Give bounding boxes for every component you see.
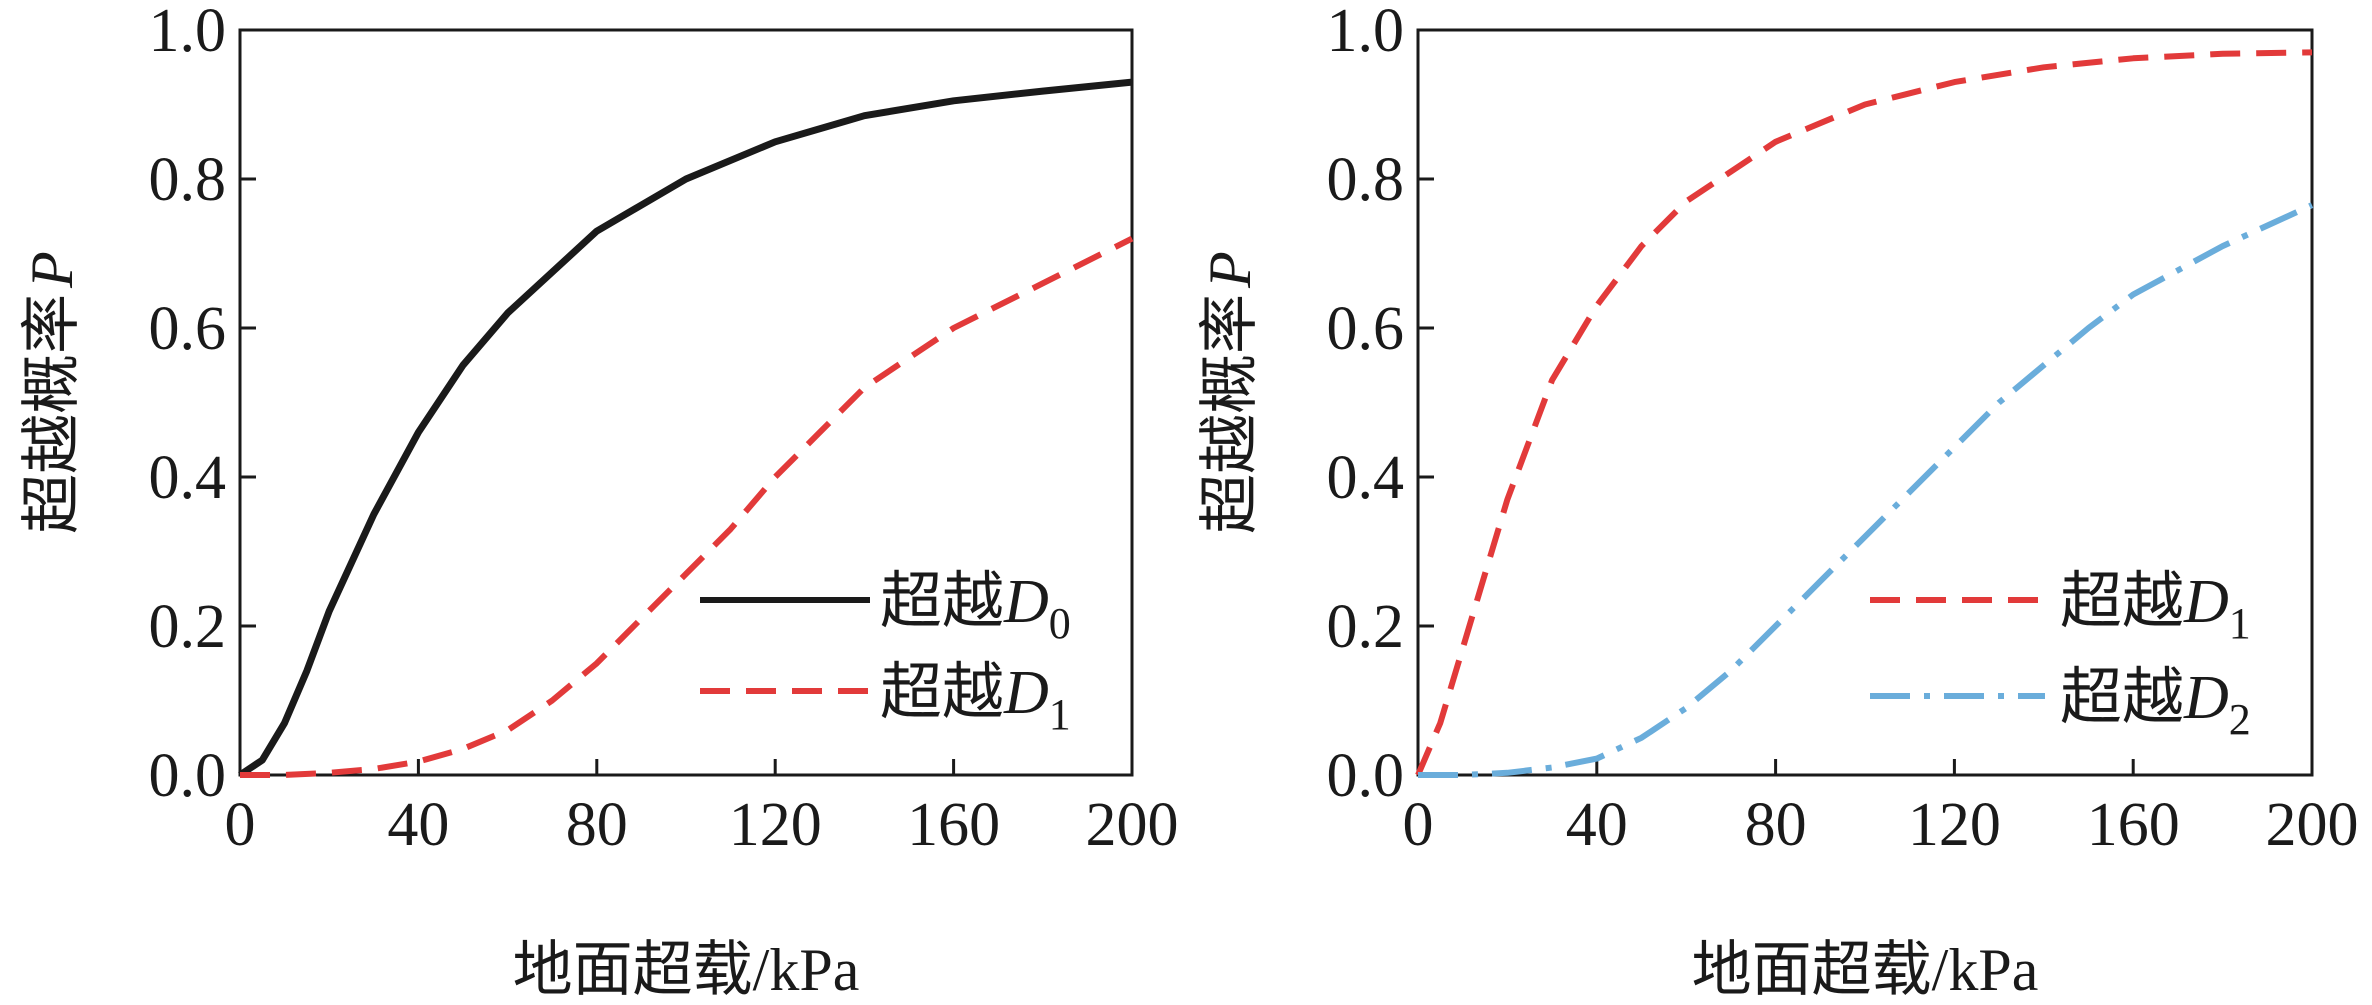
legend-label: 超越D1 [2060,568,2251,648]
x-axis-title: 地面超载/kPa [1692,937,2039,1003]
series-line-d0 [238,78,1133,778]
legend-label-variable: D [1003,659,1049,727]
series-line-d1 [240,235,1134,778]
y-tick-label: 0.8 [1327,146,1405,214]
chart-panel-1: 0 40 80 120 160 200 0.0 0.2 0.4 0.6 0.8 1.0 地面超载/kPa… [19,0,1179,1003]
plot-frame [1416,28,2314,777]
x-tick-label: 120 [1908,791,2001,859]
series-line-d1 [1415,49,2313,777]
x-axis-title: 地面超载/kPa [513,937,860,1003]
y-axis-title: 超越概率 P [19,251,85,534]
y-axis-title-text: 超越概率 [1197,294,1263,534]
y-tick-label: 0.6 [149,295,227,363]
legend-label: 超越D2 [2060,664,2251,744]
legend-label-variable: D [2183,664,2229,732]
y-axis-title-text: 超越概率 [19,294,85,534]
legend-label-variable: D [1003,568,1049,636]
x-tick-label: 120 [729,791,822,859]
x-tick-label: 200 [2266,791,2359,859]
x-tick-label: 80 [566,791,628,859]
legend-label-subscript: 2 [2229,695,2251,744]
plot-frame [238,28,1134,777]
y-tick-label: 0.8 [149,146,227,214]
x-tick-label: 160 [2087,791,2180,859]
x-tick-label: 0 [1403,791,1434,859]
x-tick-label: 40 [387,791,449,859]
legend-label-text: 超越 [2060,664,2184,732]
legend-label-subscript: 1 [1049,690,1071,739]
chart-panel-2: 0 40 80 120 160 200 0.0 0.2 0.4 0.6 0.8 1.0 地面超载/kPa… [1197,0,2359,1003]
legend-label-text: 超越 [2060,568,2184,636]
x-tick-label: 200 [1086,791,1179,859]
x-tick-label: 160 [907,791,1000,859]
y-tick-label: 0.2 [149,593,227,661]
y-tick-label: 0.0 [1327,742,1405,810]
y-tick-label: 1.0 [1327,0,1405,65]
y-tick-label: 0.4 [1327,444,1405,512]
y-tick-label: 1.0 [149,0,227,65]
legend-label: 超越D1 [880,659,1071,739]
y-tick-label: 0.6 [1327,295,1405,363]
legend-label-subscript: 0 [1049,599,1071,648]
y-tick-label: 0.2 [1327,593,1405,661]
x-tick-label: 80 [1745,791,1807,859]
legend-label-text: 超越 [880,659,1004,727]
y-axis-title-variable: P [19,251,85,289]
legend-label-subscript: 1 [2229,599,2251,648]
y-axis-title-variable: P [1197,251,1263,289]
y-axis-title: 超越概率 P [1197,251,1263,534]
legend-label-text: 超越 [880,568,1004,636]
x-tick-label: 40 [1566,791,1628,859]
series-line-d2 [1418,202,2314,778]
legend-label-variable: D [2183,568,2229,636]
x-tick-label: 0 [225,791,256,859]
y-tick-label: 0.4 [149,444,227,512]
legend-label: 超越D0 [880,568,1071,648]
y-tick-label: 0.0 [149,742,227,810]
